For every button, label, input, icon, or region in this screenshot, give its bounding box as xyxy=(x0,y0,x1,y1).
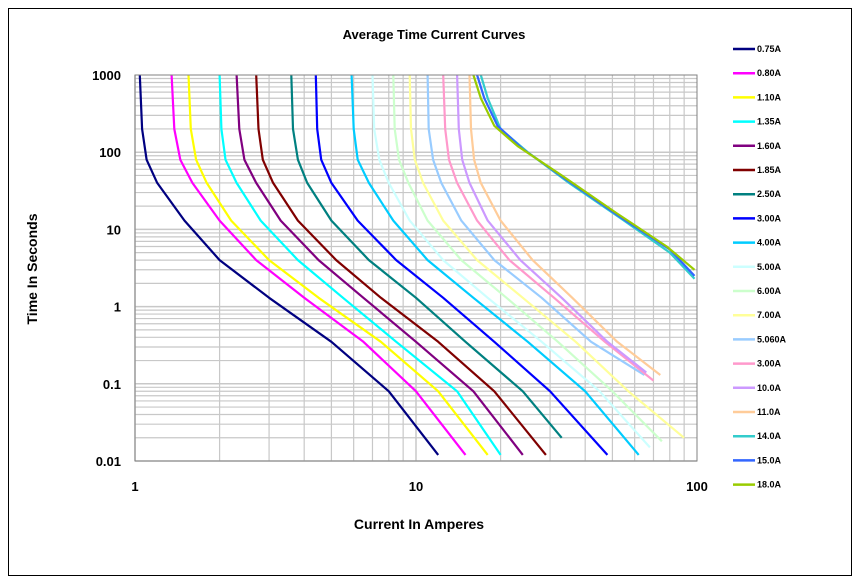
y-tick-label: 100 xyxy=(99,145,121,160)
series-line xyxy=(255,74,547,456)
legend-label: 3.00A xyxy=(757,213,782,223)
y-tick-label: 1000 xyxy=(92,68,121,83)
x-tick-label: 10 xyxy=(409,479,423,494)
series-line xyxy=(371,74,651,449)
y-tick-label: 10 xyxy=(107,222,121,237)
series-line xyxy=(218,74,502,456)
legend-label: 0.80A xyxy=(757,68,782,78)
series-line xyxy=(426,74,645,376)
chart-svg: Average Time Current Curves 1 10 100 0.010… xyxy=(24,27,787,532)
y-tick-labels: 0.01 0.1 1 10 100 1000 xyxy=(92,68,121,469)
legend-label: 15.0A xyxy=(757,455,782,465)
series-line xyxy=(408,74,685,439)
plot-border xyxy=(134,74,698,462)
x-tick-label: 100 xyxy=(686,479,708,494)
legend-label: 0.75A xyxy=(757,44,782,54)
legend-label: 5.00A xyxy=(757,262,782,272)
legend: 0.75A 0.80A 1.10A 1.35A 1.60A 1.85A 2.50A 3.00A… xyxy=(733,44,787,490)
y-axis-label: Time In Seconds xyxy=(24,213,40,324)
series-line xyxy=(235,74,524,456)
legend-label: 1.85A xyxy=(757,165,782,175)
chart-title: Average Time Current Curves xyxy=(343,27,526,42)
x-tick-label: 1 xyxy=(131,479,138,494)
y-tick-label: 0.01 xyxy=(96,454,121,469)
legend-label: 10.0A xyxy=(757,383,782,393)
series-line xyxy=(290,74,563,439)
series-line xyxy=(350,74,640,456)
legend-label: 3.00A xyxy=(757,359,782,369)
series-line xyxy=(468,74,661,376)
legend-label: 11.0A xyxy=(757,407,781,417)
grid xyxy=(134,75,697,462)
legend-label: 14.0A xyxy=(757,431,782,441)
series-line xyxy=(472,74,696,271)
series-line xyxy=(170,74,467,456)
series-line xyxy=(314,74,609,456)
y-tick-label: 1 xyxy=(114,300,121,315)
legend-label: 2.50A xyxy=(757,189,782,199)
series-line xyxy=(392,74,663,443)
series-line xyxy=(456,74,647,374)
series-line xyxy=(442,74,655,382)
y-tick-label: 0.1 xyxy=(103,377,121,392)
legend-label: 4.00A xyxy=(757,238,782,248)
x-tick-labels: 1 10 100 xyxy=(131,479,707,494)
legend-label: 1.10A xyxy=(757,92,782,102)
legend-label: 1.60A xyxy=(757,141,782,151)
chart-frame: Average Time Current Curves 1 10 100 0.01 0… xyxy=(8,8,852,576)
legend-label: 6.00A xyxy=(757,286,782,296)
series-line xyxy=(187,74,489,456)
legend-label: 1.35A xyxy=(757,117,782,127)
legend-label: 5.060A xyxy=(757,334,787,344)
x-axis-label: Current In Amperes xyxy=(354,516,484,532)
legend-label: 7.00A xyxy=(757,310,782,320)
series-group xyxy=(138,74,696,456)
series-line xyxy=(138,74,440,456)
legend-label: 18.0A xyxy=(757,480,782,490)
